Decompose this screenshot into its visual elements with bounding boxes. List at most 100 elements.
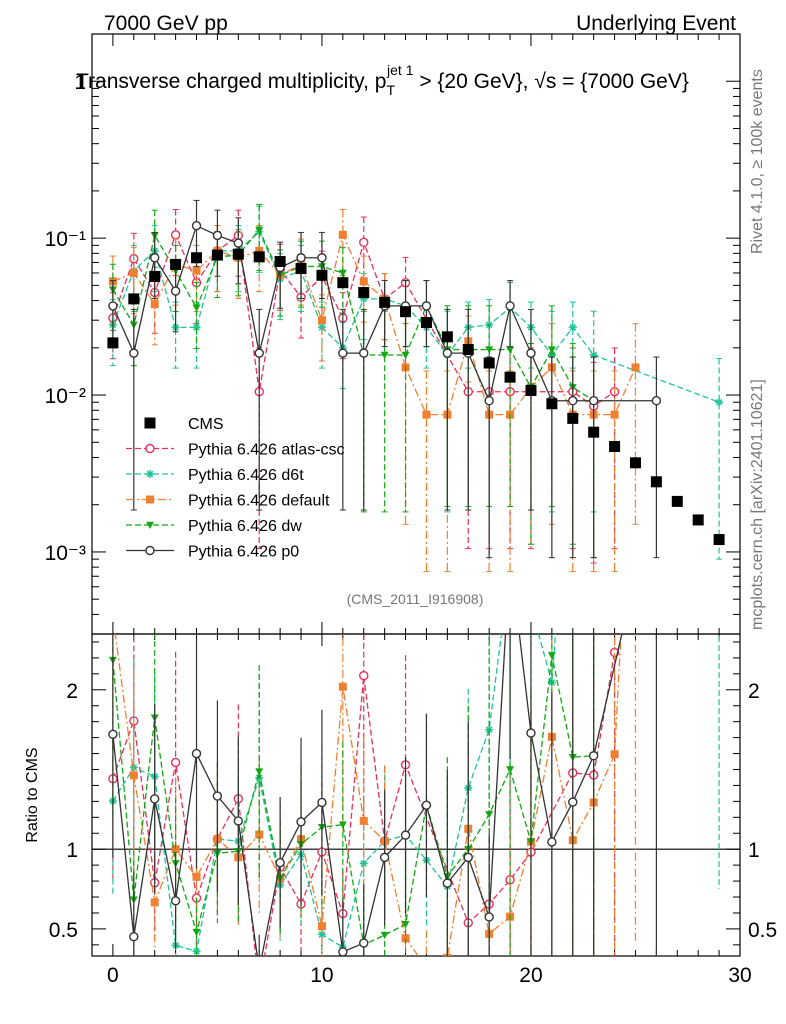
- ratio-point: [359, 816, 368, 825]
- data-point: [255, 226, 264, 234]
- data-point: [504, 371, 516, 383]
- header-right: Underlying Event: [576, 12, 736, 35]
- data-point: [462, 344, 474, 356]
- legend-marker: [146, 521, 154, 529]
- data-point: [295, 263, 307, 275]
- data-point: [191, 252, 203, 264]
- ratio-point: [527, 602, 535, 610]
- x-tick-label: 30: [728, 964, 751, 987]
- x-tick-label: 20: [519, 964, 542, 987]
- ratio-frame: [91, 633, 741, 957]
- legend-label: Pythia 6.426 dw: [188, 518, 302, 535]
- ratio-point: [359, 670, 369, 681]
- legend-marker: [145, 443, 155, 454]
- data-point: [671, 495, 683, 507]
- data-point: [192, 323, 201, 332]
- legend-item: Pythia 6.426 d6t: [126, 467, 304, 484]
- ratio-point: [255, 768, 264, 776]
- data-point: [170, 258, 182, 270]
- data-point: [359, 348, 369, 358]
- data-point: [442, 348, 453, 358]
- data-point: [211, 249, 223, 261]
- ratio-line: [114, 634, 622, 956]
- ratio-point: [317, 797, 327, 808]
- ratio-point: [129, 931, 139, 942]
- data-point: [650, 476, 662, 488]
- data-point: [150, 300, 159, 309]
- series-line: [112, 230, 720, 403]
- plot-title-main: Transverse charged multiplicity, p: [76, 70, 386, 93]
- data-point: [421, 301, 432, 311]
- ratio-panel: 0 10 20 30 0.5 0.5 1 1 2 2: [49, 602, 777, 991]
- data-point: [232, 248, 244, 260]
- series-cms: [107, 248, 725, 546]
- ratio-point: [380, 931, 389, 940]
- ratio-point: [463, 852, 473, 863]
- data-point: [484, 396, 494, 406]
- legend-item: Pythia 6.426 p0: [126, 544, 299, 561]
- data-point: [338, 348, 348, 358]
- ratio-point: [359, 938, 369, 948]
- data-point: [316, 269, 328, 281]
- ratio-point: [338, 947, 348, 956]
- plot-title-rest: > {20 GeV}, √s = {7000 GeV}: [413, 70, 688, 93]
- legend-item: CMS: [144, 416, 224, 433]
- legend-marker: [145, 545, 155, 556]
- data-point: [692, 514, 704, 526]
- data-point: [568, 396, 578, 406]
- data-point: [338, 230, 347, 239]
- ratio-point: [421, 800, 432, 810]
- legend-marker: [146, 495, 154, 504]
- data-point: [547, 346, 556, 354]
- data-point: [400, 306, 412, 318]
- data-point: [380, 351, 389, 359]
- data-point: [337, 277, 349, 289]
- legend-item: Pythia 6.426 atlas-csc: [126, 442, 345, 459]
- header-left: 7000 GeV pp: [104, 12, 228, 35]
- ratio-point: [191, 748, 202, 759]
- data-point: [191, 221, 202, 231]
- data-point: [296, 253, 306, 263]
- data-point: [651, 396, 662, 406]
- ratio-point: [547, 652, 556, 660]
- legend-item: Pythia 6.426 default: [126, 493, 330, 510]
- data-point: [129, 348, 139, 358]
- ratio-point: [610, 750, 619, 759]
- ratio-point: [296, 817, 306, 827]
- data-point: [150, 253, 160, 263]
- ratio-point: [255, 983, 263, 991]
- legend-label: Pythia 6.426 p0: [188, 544, 299, 561]
- ratio-point: [171, 845, 180, 854]
- ratio-series-pythia-6-426-dw: [108, 634, 598, 956]
- data-point: [715, 398, 724, 407]
- ratio-y-tick-label-right: 1: [748, 839, 760, 862]
- data-point: [170, 286, 181, 296]
- data-point: [317, 253, 327, 263]
- data-point: [629, 457, 641, 469]
- data-point: [317, 316, 326, 325]
- data-point: [526, 348, 536, 358]
- data-point: [192, 266, 201, 275]
- data-point: [192, 304, 201, 312]
- side-site-label: mcplots.cern.ch [arXiv:2401.10621]: [749, 379, 766, 630]
- data-point: [358, 287, 370, 299]
- ratio-point: [255, 966, 263, 974]
- data-point: [359, 294, 368, 303]
- data-point: [568, 323, 577, 332]
- legend-label: Pythia 6.426 atlas-csc: [188, 442, 345, 459]
- plot-title-sup: jet 1: [386, 62, 414, 78]
- ratio-point: [568, 797, 578, 807]
- data-point: [588, 426, 600, 438]
- main-plot-area: [107, 199, 725, 573]
- x-tick-label: 10: [310, 964, 333, 987]
- data-point: [253, 251, 265, 263]
- legend-marker: [146, 470, 154, 478]
- y-tick-label: 10⁻²: [45, 385, 86, 408]
- ratio-series-pythia-6-426-p0: [108, 634, 657, 974]
- ratio-point: [129, 771, 138, 780]
- data-point: [567, 412, 579, 424]
- data-point: [107, 337, 119, 349]
- ratio-line: [112, 655, 594, 946]
- ratio-point: [192, 928, 201, 937]
- data-point: [274, 255, 286, 267]
